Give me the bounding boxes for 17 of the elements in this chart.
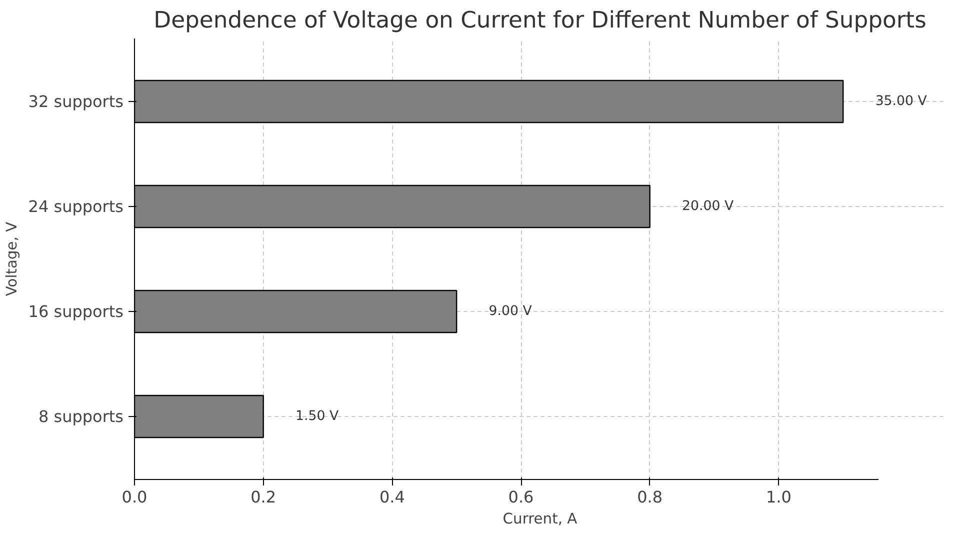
annotation: 35.00 V (875, 94, 927, 109)
x-tick-label: 1.0 (766, 488, 792, 506)
chart-title: Dependence of Voltage on Current for Different Number of Supports (154, 8, 926, 34)
annotation: 1.50 V (296, 409, 339, 424)
y-tick-label: 24 supports (28, 197, 124, 216)
annotation: 9.00 V (488, 304, 532, 319)
y-axis-title: Voltage, V (3, 222, 20, 296)
y-tick-label: 8 supports (38, 407, 124, 426)
x-tick-label: 0.2 (250, 488, 276, 506)
y-tick-label: 32 supports (28, 92, 124, 111)
x-tick-label: 0.6 (508, 488, 534, 506)
x-axis-title: Current, A (502, 510, 578, 528)
x-tick-label: 0.4 (379, 488, 405, 506)
y-tick-label: 16 supports (28, 302, 124, 321)
x-tick-label: 0.0 (122, 488, 148, 506)
x-tick-label: 0.8 (637, 488, 663, 506)
annotation: 20.00 V (682, 199, 734, 214)
